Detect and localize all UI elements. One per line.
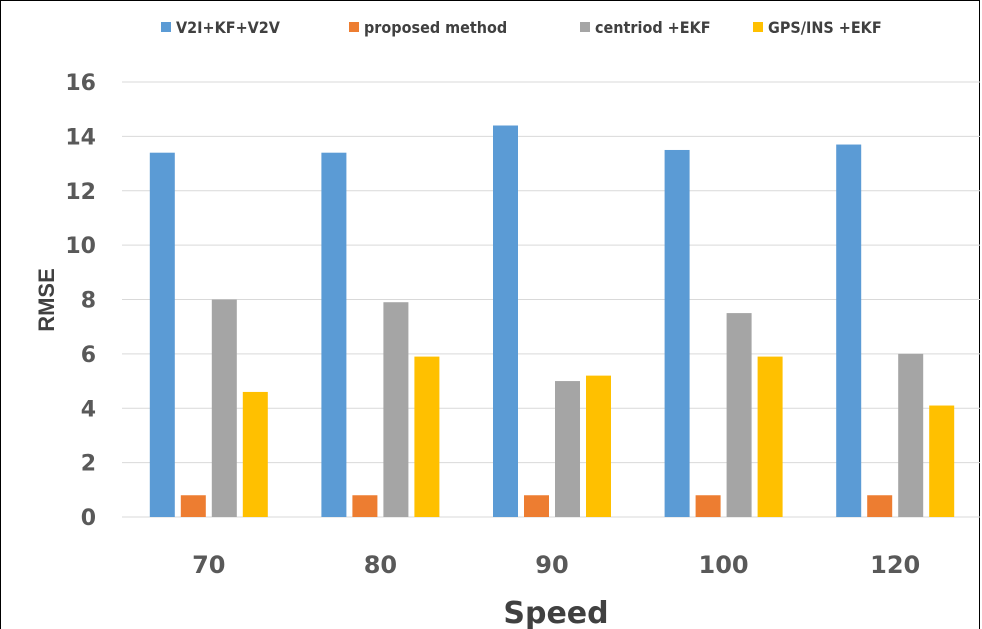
y-tick-label: 0 — [81, 506, 96, 531]
x-tick-label: 90 — [535, 551, 568, 579]
y-axis-title: RMSE — [34, 268, 59, 332]
bar-v2i-kf-v2v-100 — [664, 149, 690, 517]
bar-centriod-ekf-120 — [898, 353, 924, 517]
bar-proposed-method-100 — [695, 495, 721, 517]
bar-gps-ins-ekf-70 — [242, 391, 268, 517]
y-tick-label: 14 — [65, 125, 96, 150]
x-tick-label: 120 — [870, 551, 920, 579]
bar-v2i-kf-v2v-80 — [321, 152, 347, 517]
x-tick-label: 100 — [699, 551, 749, 579]
y-axis-ticks: 0 2 4 6 8 10 12 14 16 — [65, 71, 96, 531]
legend-swatch — [349, 22, 359, 32]
y-tick-label: 16 — [65, 71, 96, 96]
legend-swatch — [753, 22, 763, 32]
legend: V2I+KF+V2V proposed method centriod +EKF GP… — [161, 18, 882, 37]
y-tick-label: 6 — [81, 343, 96, 368]
y-tick-label: 8 — [81, 289, 96, 314]
x-tick-label: 70 — [192, 551, 225, 579]
y-tick-label: 4 — [81, 397, 96, 422]
bars — [149, 125, 955, 517]
bar-gps-ins-ekf-80 — [414, 356, 440, 517]
legend-swatch — [161, 22, 171, 32]
bar-centriod-ekf-70 — [211, 299, 237, 517]
bar-gps-ins-ekf-120 — [929, 405, 955, 517]
legend-label: V2I+KF+V2V — [176, 18, 281, 37]
bar-centriod-ekf-90 — [555, 381, 580, 517]
bar-proposed-method-90 — [524, 495, 549, 517]
bar-proposed-method-120 — [867, 495, 893, 517]
legend-swatch — [580, 22, 590, 32]
x-axis-title: Speed — [503, 596, 608, 629]
bar-gps-ins-ekf-100 — [757, 356, 783, 517]
legend-label: proposed method — [364, 18, 507, 37]
y-tick-label: 12 — [65, 180, 96, 205]
bar-v2i-kf-v2v-120 — [836, 144, 862, 517]
bar-centriod-ekf-100 — [726, 313, 752, 517]
y-tick-label: 10 — [65, 234, 96, 259]
bar-proposed-method-80 — [352, 495, 378, 517]
bar-gps-ins-ekf-90 — [586, 375, 611, 517]
bar-v2i-kf-v2v-90 — [493, 125, 518, 517]
legend-label: centriod +EKF — [595, 18, 711, 37]
bar-proposed-method-70 — [180, 495, 206, 517]
bar-centriod-ekf-80 — [383, 302, 409, 517]
x-axis-ticks: 70 80 90 100 120 — [192, 551, 920, 579]
legend-label: GPS/INS +EKF — [768, 18, 882, 37]
y-tick-label: 2 — [81, 452, 96, 477]
bar-v2i-kf-v2v-70 — [149, 152, 175, 517]
x-tick-label: 80 — [364, 551, 397, 579]
